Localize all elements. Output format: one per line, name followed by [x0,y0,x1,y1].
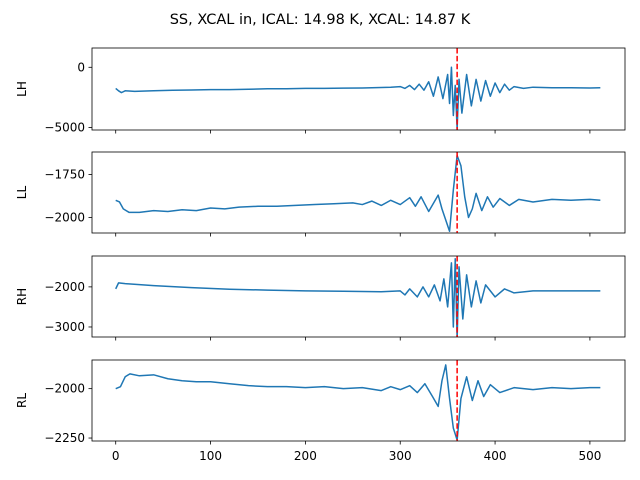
x-tick-label: 200 [294,449,317,463]
y-axis-label: LH [15,81,29,97]
y-tick-label: −3000 [44,320,85,334]
x-tick-label: 100 [199,449,222,463]
y-tick-label: −2000 [44,280,85,294]
figure-title: SS, XCAL in, ICAL: 14.98 K, XCAL: 14.87 … [170,12,471,28]
axes-frame [91,255,626,338]
subplot-ll: −1750 −2000 LL [15,151,626,237]
y-tick-label: −5000 [44,121,85,135]
y-axis-label: LL [15,186,29,200]
subplots: 0 −5000 LH −1750 −2000 LL −2000 −3000 RH −2000 −22… [15,47,626,463]
series-line [115,154,601,233]
axes-frame [91,151,626,234]
x-tick-label: 0 [112,449,120,463]
y-axis-label: RL [15,393,29,408]
series-line [115,66,601,130]
y-tick-label: −2000 [44,382,85,396]
axes-frame [91,359,626,442]
y-axis-label: RH [15,288,29,305]
series-line [115,258,601,337]
y-tick-label: 0 [77,60,85,74]
subplot-lh: 0 −5000 LH [15,47,626,135]
series-line [115,364,601,441]
x-tick-label: 400 [484,449,507,463]
y-tick-label: −2250 [44,431,85,445]
axes-frame [91,47,626,131]
x-tick-label: 500 [578,449,601,463]
subplot-rl: −2000 −2250 0 100 200 300 400 500 RL [15,359,626,463]
y-tick-label: −2000 [44,210,85,224]
x-tick-label: 300 [389,449,412,463]
y-tick-label: −1750 [44,167,85,181]
subplot-rh: −2000 −3000 RH [15,255,626,341]
